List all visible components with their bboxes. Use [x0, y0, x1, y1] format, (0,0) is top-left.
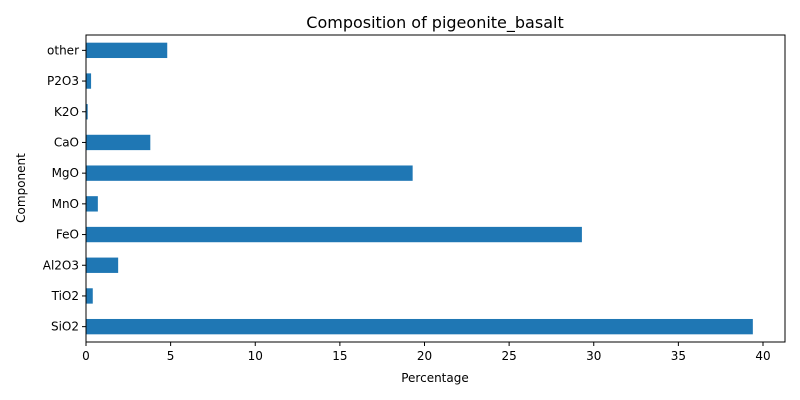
- y-axis-label: Component: [14, 153, 28, 223]
- x-tick-label: 10: [248, 349, 263, 363]
- x-tick-label: 40: [755, 349, 770, 363]
- x-tick-label: 35: [671, 349, 686, 363]
- bar-mgo: [86, 165, 413, 181]
- bar-feo: [86, 226, 582, 243]
- bar-k2o: [86, 104, 88, 120]
- plot-frame: [85, 34, 786, 343]
- bar-other: [86, 42, 168, 59]
- y-tick-label: FeO: [56, 228, 79, 242]
- x-tick-label: 5: [167, 349, 175, 363]
- bar-tio2: [86, 288, 93, 304]
- x-axis-label: Percentage: [401, 371, 469, 385]
- x-tick-label: 25: [501, 349, 516, 363]
- y-tick-label: K2O: [54, 105, 79, 119]
- bar-cao: [86, 134, 151, 151]
- bar-mno: [86, 196, 98, 212]
- y-tick-label: MgO: [52, 166, 79, 180]
- y-tick-label: TiO2: [51, 289, 79, 303]
- y-tick-label: P2O3: [47, 74, 79, 88]
- y-tick-label: CaO: [54, 135, 79, 149]
- bar-al2o3: [86, 257, 119, 273]
- y-tick-label: SiO2: [51, 320, 79, 334]
- bar-p2o3: [86, 73, 92, 89]
- y-tick-label: other: [47, 43, 79, 57]
- y-axis-ticks: SiO2 TiO2 Al2O3 FeO MnO MgO CaO K2O P2O3 other: [43, 43, 86, 334]
- x-tick-label: 0: [82, 349, 90, 363]
- y-tick-label: MnO: [52, 197, 79, 211]
- bar-sio2: [86, 318, 753, 335]
- bars-group: [86, 42, 753, 335]
- x-tick-label: 30: [586, 349, 601, 363]
- chart-title: Composition of pigeonite_basalt: [306, 13, 563, 33]
- x-axis-ticks: 0 5 10 15 20 25 30 35 40: [82, 342, 771, 363]
- x-tick-label: 20: [417, 349, 432, 363]
- y-tick-label: Al2O3: [43, 258, 79, 272]
- x-tick-label: 15: [332, 349, 347, 363]
